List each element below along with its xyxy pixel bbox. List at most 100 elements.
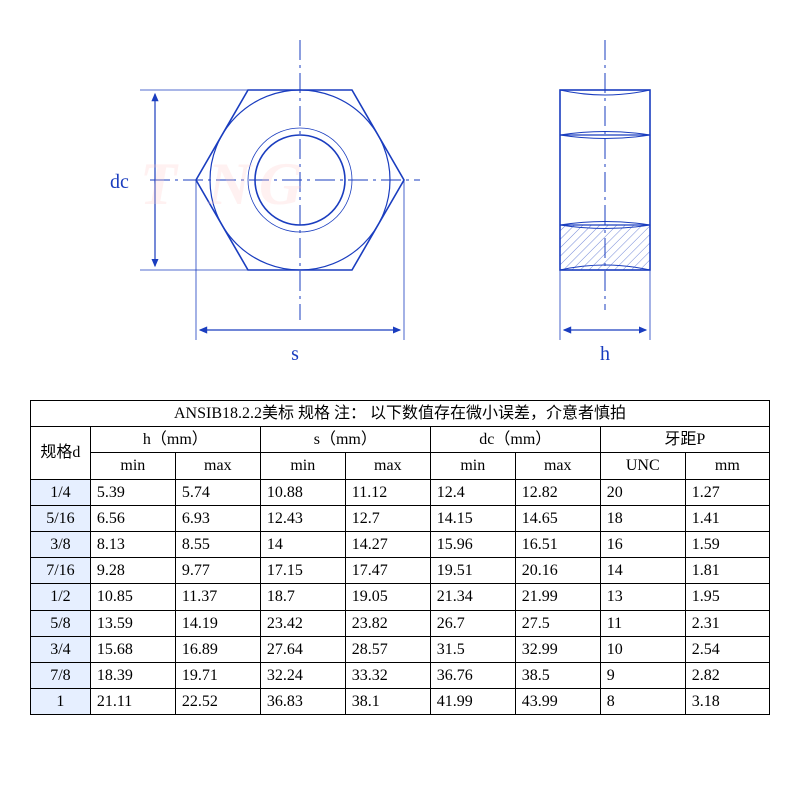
table-cell: 14.19 xyxy=(175,610,260,636)
sub-mm: mm xyxy=(685,453,769,479)
table-title-row: ANSIB18.2.2美标 规格 注： 以下数值存在微小误差，介意者慎拍 xyxy=(31,401,770,427)
table-cell: 19.71 xyxy=(175,662,260,688)
table-cell: 14 xyxy=(600,558,685,584)
table-cell: 12.82 xyxy=(515,479,600,505)
sub-s-min: min xyxy=(260,453,345,479)
spec-table: ANSIB18.2.2美标 规格 注： 以下数值存在微小误差，介意者慎拍 规格d… xyxy=(30,400,770,715)
table-cell: 6.93 xyxy=(175,505,260,531)
table-cell: 31.5 xyxy=(430,636,515,662)
table-cell: 20 xyxy=(600,479,685,505)
table-header-groups: 规格d h（mm） s（mm） dc（mm） 牙距P xyxy=(31,427,770,453)
table-title: ANSIB18.2.2美标 规格 注： 以下数值存在微小误差，介意者慎拍 xyxy=(31,401,770,427)
table-cell: 12.7 xyxy=(345,505,430,531)
table-cell: 19.05 xyxy=(345,584,430,610)
technical-diagram: T NG xyxy=(0,10,800,390)
spec-table-container: ANSIB18.2.2美标 规格 注： 以下数值存在微小误差，介意者慎拍 规格d… xyxy=(30,400,770,715)
sub-h-max: max xyxy=(175,453,260,479)
hex-side-view: h xyxy=(560,40,650,365)
table-cell: 8.13 xyxy=(90,531,175,557)
table-cell: 17.15 xyxy=(260,558,345,584)
table-cell: 10 xyxy=(600,636,685,662)
table-cell: 18 xyxy=(600,505,685,531)
table-cell: 7/16 xyxy=(31,558,91,584)
label-dc: dc xyxy=(110,171,129,193)
table-cell: 14 xyxy=(260,531,345,557)
table-cell: 8.55 xyxy=(175,531,260,557)
table-cell: 5/16 xyxy=(31,505,91,531)
table-cell: 9 xyxy=(600,662,685,688)
table-cell: 16.51 xyxy=(515,531,600,557)
table-row: 5/813.5914.1923.4223.8226.727.5112.31 xyxy=(31,610,770,636)
table-cell: 5.74 xyxy=(175,479,260,505)
table-cell: 38.5 xyxy=(515,662,600,688)
table-cell: 27.5 xyxy=(515,610,600,636)
table-cell: 21.11 xyxy=(90,689,175,715)
table-row: 3/415.6816.8927.6428.5731.532.99102.54 xyxy=(31,636,770,662)
table-cell: 33.32 xyxy=(345,662,430,688)
table-row: 5/166.566.9312.4312.714.1514.65181.41 xyxy=(31,505,770,531)
table-cell: 32.99 xyxy=(515,636,600,662)
table-cell: 1.81 xyxy=(685,558,769,584)
label-s: s xyxy=(291,343,299,365)
sub-dc-max: max xyxy=(515,453,600,479)
table-row: 3/88.138.551414.2715.9616.51161.59 xyxy=(31,531,770,557)
table-cell: 7/8 xyxy=(31,662,91,688)
table-row: 1/210.8511.3718.719.0521.3421.99131.95 xyxy=(31,584,770,610)
table-cell: 2.82 xyxy=(685,662,769,688)
hdr-spec: 规格d xyxy=(31,427,91,479)
table-cell: 2.31 xyxy=(685,610,769,636)
table-cell: 21.34 xyxy=(430,584,515,610)
table-cell: 23.42 xyxy=(260,610,345,636)
table-cell: 9.77 xyxy=(175,558,260,584)
table-cell: 14.15 xyxy=(430,505,515,531)
hex-top-view: dc s xyxy=(110,40,420,365)
table-cell: 2.54 xyxy=(685,636,769,662)
table-cell: 16 xyxy=(600,531,685,557)
table-cell: 8 xyxy=(600,689,685,715)
table-cell: 10.85 xyxy=(90,584,175,610)
table-cell: 32.24 xyxy=(260,662,345,688)
table-row: 1/45.395.7410.8811.1212.412.82201.27 xyxy=(31,479,770,505)
table-cell: 1.27 xyxy=(685,479,769,505)
table-cell: 17.47 xyxy=(345,558,430,584)
hdr-h: h（mm） xyxy=(90,427,260,453)
table-cell: 11.37 xyxy=(175,584,260,610)
table-cell: 43.99 xyxy=(515,689,600,715)
table-cell: 16.89 xyxy=(175,636,260,662)
table-row: 7/169.289.7717.1517.4719.5120.16141.81 xyxy=(31,558,770,584)
table-cell: 27.64 xyxy=(260,636,345,662)
table-cell: 10.88 xyxy=(260,479,345,505)
table-cell: 41.99 xyxy=(430,689,515,715)
table-cell: 1.59 xyxy=(685,531,769,557)
table-cell: 3/8 xyxy=(31,531,91,557)
table-header-sub: min max min max min max UNC mm xyxy=(31,453,770,479)
hdr-p: 牙距P xyxy=(600,427,769,453)
table-cell: 36.83 xyxy=(260,689,345,715)
table-cell: 15.96 xyxy=(430,531,515,557)
table-cell: 23.82 xyxy=(345,610,430,636)
sub-h-min: min xyxy=(90,453,175,479)
table-cell: 9.28 xyxy=(90,558,175,584)
table-cell: 5/8 xyxy=(31,610,91,636)
hex-nut-drawing: dc s xyxy=(0,10,800,390)
table-row: 121.1122.5236.8338.141.9943.9983.18 xyxy=(31,689,770,715)
table-cell: 3/4 xyxy=(31,636,91,662)
table-cell: 15.68 xyxy=(90,636,175,662)
table-cell: 12.4 xyxy=(430,479,515,505)
table-cell: 11.12 xyxy=(345,479,430,505)
table-cell: 22.52 xyxy=(175,689,260,715)
table-cell: 3.18 xyxy=(685,689,769,715)
table-cell: 38.1 xyxy=(345,689,430,715)
table-cell: 13.59 xyxy=(90,610,175,636)
table-cell: 36.76 xyxy=(430,662,515,688)
sub-dc-min: min xyxy=(430,453,515,479)
table-cell: 18.39 xyxy=(90,662,175,688)
table-cell: 19.51 xyxy=(430,558,515,584)
table-cell: 1/4 xyxy=(31,479,91,505)
table-row: 7/818.3919.7132.2433.3236.7638.592.82 xyxy=(31,662,770,688)
table-cell: 1/2 xyxy=(31,584,91,610)
table-cell: 26.7 xyxy=(430,610,515,636)
table-cell: 12.43 xyxy=(260,505,345,531)
table-cell: 11 xyxy=(600,610,685,636)
table-body: 1/45.395.7410.8811.1212.412.82201.275/16… xyxy=(31,479,770,715)
